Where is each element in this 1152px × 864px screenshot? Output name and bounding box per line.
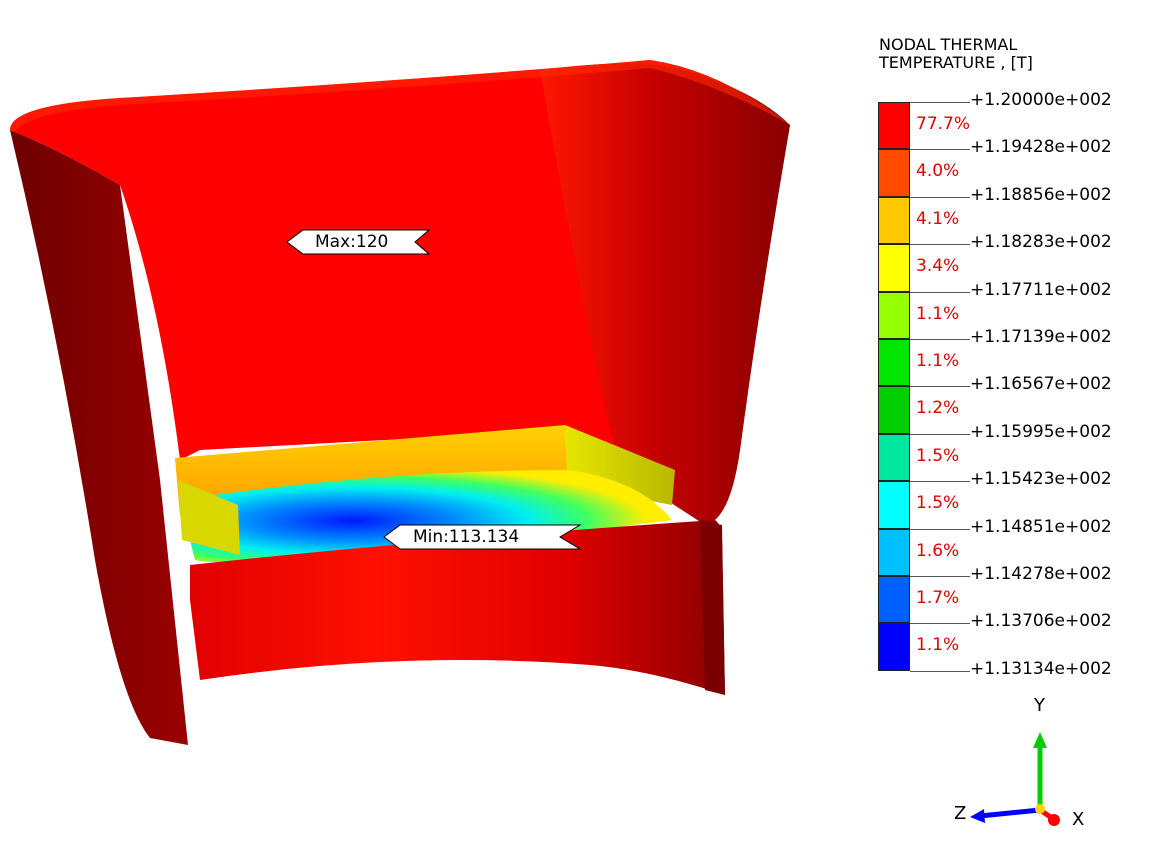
legend-band	[878, 481, 910, 529]
legend-tick-label: +1.19428e+002	[970, 137, 1112, 158]
legend-tick-label: +1.17139e+002	[970, 327, 1112, 347]
max-callout-frame	[286, 229, 431, 255]
legend-band	[878, 576, 910, 624]
z-axis-arrow	[979, 807, 1041, 819]
legend-band	[878, 149, 910, 197]
legend-tick-label: +1.16567e+002	[970, 374, 1112, 395]
triad-graphic	[970, 732, 1060, 826]
legend-tick-label: +1.15423e+002	[970, 469, 1112, 490]
legend-band	[878, 386, 910, 434]
legend-band	[878, 433, 910, 482]
legend-tick-line	[910, 386, 970, 388]
legend-tick-label: +1.13134e+002	[970, 658, 1112, 679]
legend-tick-line	[910, 339, 970, 340]
legend-band-percent: 1.5%	[916, 493, 960, 514]
legend-band	[878, 244, 910, 292]
legend-band	[878, 623, 910, 671]
legend-band	[878, 196, 910, 245]
legend-band-percent: 1.5%	[916, 445, 960, 466]
legend-band	[878, 102, 910, 150]
legend-band-percent: 1.6%	[916, 540, 960, 561]
min-callout-label: Min:113.134	[413, 527, 520, 547]
legend-tick-label: +1.17711e+002	[970, 279, 1112, 300]
legend-tick-label: +1.14278e+002	[970, 564, 1112, 584]
legend-band-percent: 1.2%	[916, 398, 960, 419]
legend-tick-label: +1.18283e+002	[970, 232, 1112, 253]
legend-band-percent: 4.1%	[916, 208, 960, 229]
legend-band-percent: 1.7%	[916, 588, 960, 608]
legend-tick-label: +1.15995e+002	[970, 421, 1112, 442]
legend-tick-label: +1.18856e+002	[970, 184, 1112, 205]
legend-tick-label: +1.20000e+002	[970, 90, 1112, 110]
legend-tick-line	[910, 196, 970, 198]
max-callout: Max:120	[285, 229, 431, 255]
model-viewport[interactable]: Max:120 Min:113.134	[0, 0, 860, 864]
min-callout: Min:113.134	[382, 524, 582, 550]
legend-tick-line	[910, 481, 970, 483]
temperature-legend: NODAL THERMAL TEMPERATURE , [T] 77.7% 4.0…	[876, 36, 1146, 696]
legend-tick-line	[910, 244, 970, 246]
legend-title: NODAL THERMAL TEMPERATURE , [T]	[879, 35, 1033, 72]
legend-tick-line	[910, 102, 970, 103]
max-callout-label: Max:120	[315, 232, 389, 252]
legend-band-percent: 77.7%	[916, 114, 971, 134]
legend-band-percent: 1.1%	[916, 303, 960, 324]
legend-tick-label: +1.14851e+002	[970, 516, 1112, 537]
legend-tick-label: +1.13706e+002	[970, 611, 1112, 632]
y-axis-label: Y	[1034, 695, 1045, 716]
legend-band-percent: 4.0%	[916, 161, 960, 182]
legend-band	[878, 339, 910, 387]
x-axis-label: X	[1072, 809, 1085, 830]
legend-band	[878, 291, 910, 339]
legend-band-percent: 1.1%	[916, 635, 960, 656]
legend-tick-line	[910, 623, 970, 625]
axis-triad: Y Z X	[940, 690, 1100, 850]
legend-tick-line	[910, 528, 970, 530]
legend-tick-line	[910, 433, 970, 435]
legend-tick-line	[910, 291, 970, 293]
legend-band	[878, 528, 910, 576]
legend-tick-line	[910, 149, 970, 151]
legend-tick-line	[910, 576, 970, 577]
legend-tick-line	[910, 670, 970, 672]
legend-band-percent: 1.1%	[916, 351, 960, 371]
min-callout-frame	[383, 524, 582, 550]
model-render	[10, 60, 790, 745]
legend-band-percent: 3.4%	[916, 256, 960, 277]
z-axis-label: Z	[954, 803, 967, 824]
